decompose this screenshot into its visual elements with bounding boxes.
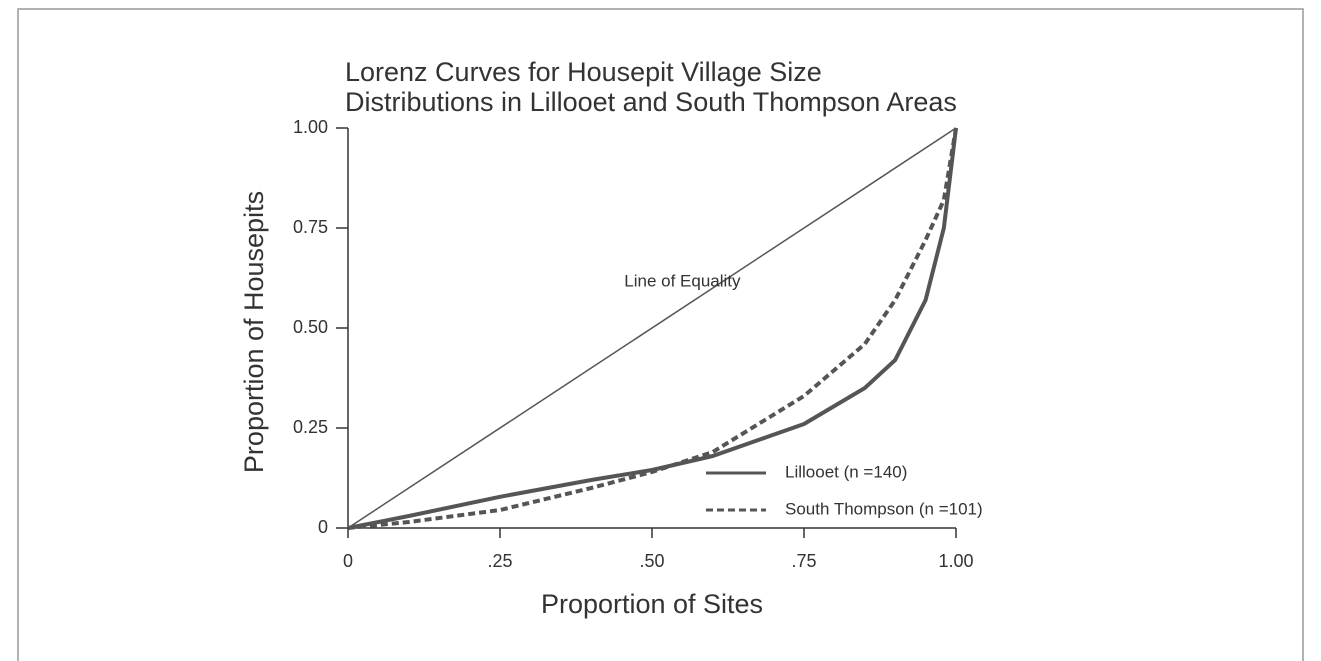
y-axis-label: Proportion of Housepits <box>239 191 269 473</box>
y-tick-label: 0.50 <box>293 317 328 337</box>
frame <box>17 8 1304 661</box>
y-tick-label: 1.00 <box>293 117 328 137</box>
equality-line <box>347 127 957 529</box>
legend-label: Lillooet (n =140) <box>785 462 907 481</box>
chart-title: Lorenz Curves for Housepit Village Size <box>345 57 822 87</box>
x-axis-label: Proportion of Sites <box>541 589 763 619</box>
series-line <box>347 127 958 530</box>
y-tick-label: 0.25 <box>293 417 328 437</box>
x-tick-label: .25 <box>487 551 512 571</box>
series-line <box>347 127 958 530</box>
x-tick-label: .75 <box>791 551 816 571</box>
legend-label: South Thompson (n =101) <box>785 499 983 518</box>
y-tick-label: 0 <box>318 517 328 537</box>
x-tick-label: 1.00 <box>938 551 973 571</box>
x-tick-label: 0 <box>343 551 353 571</box>
y-tick-label: 0.75 <box>293 217 328 237</box>
chart-title: Distributions in Lillooet and South Thom… <box>345 87 957 117</box>
x-tick-label: .50 <box>639 551 664 571</box>
annotation: Line of Equality <box>624 271 741 290</box>
